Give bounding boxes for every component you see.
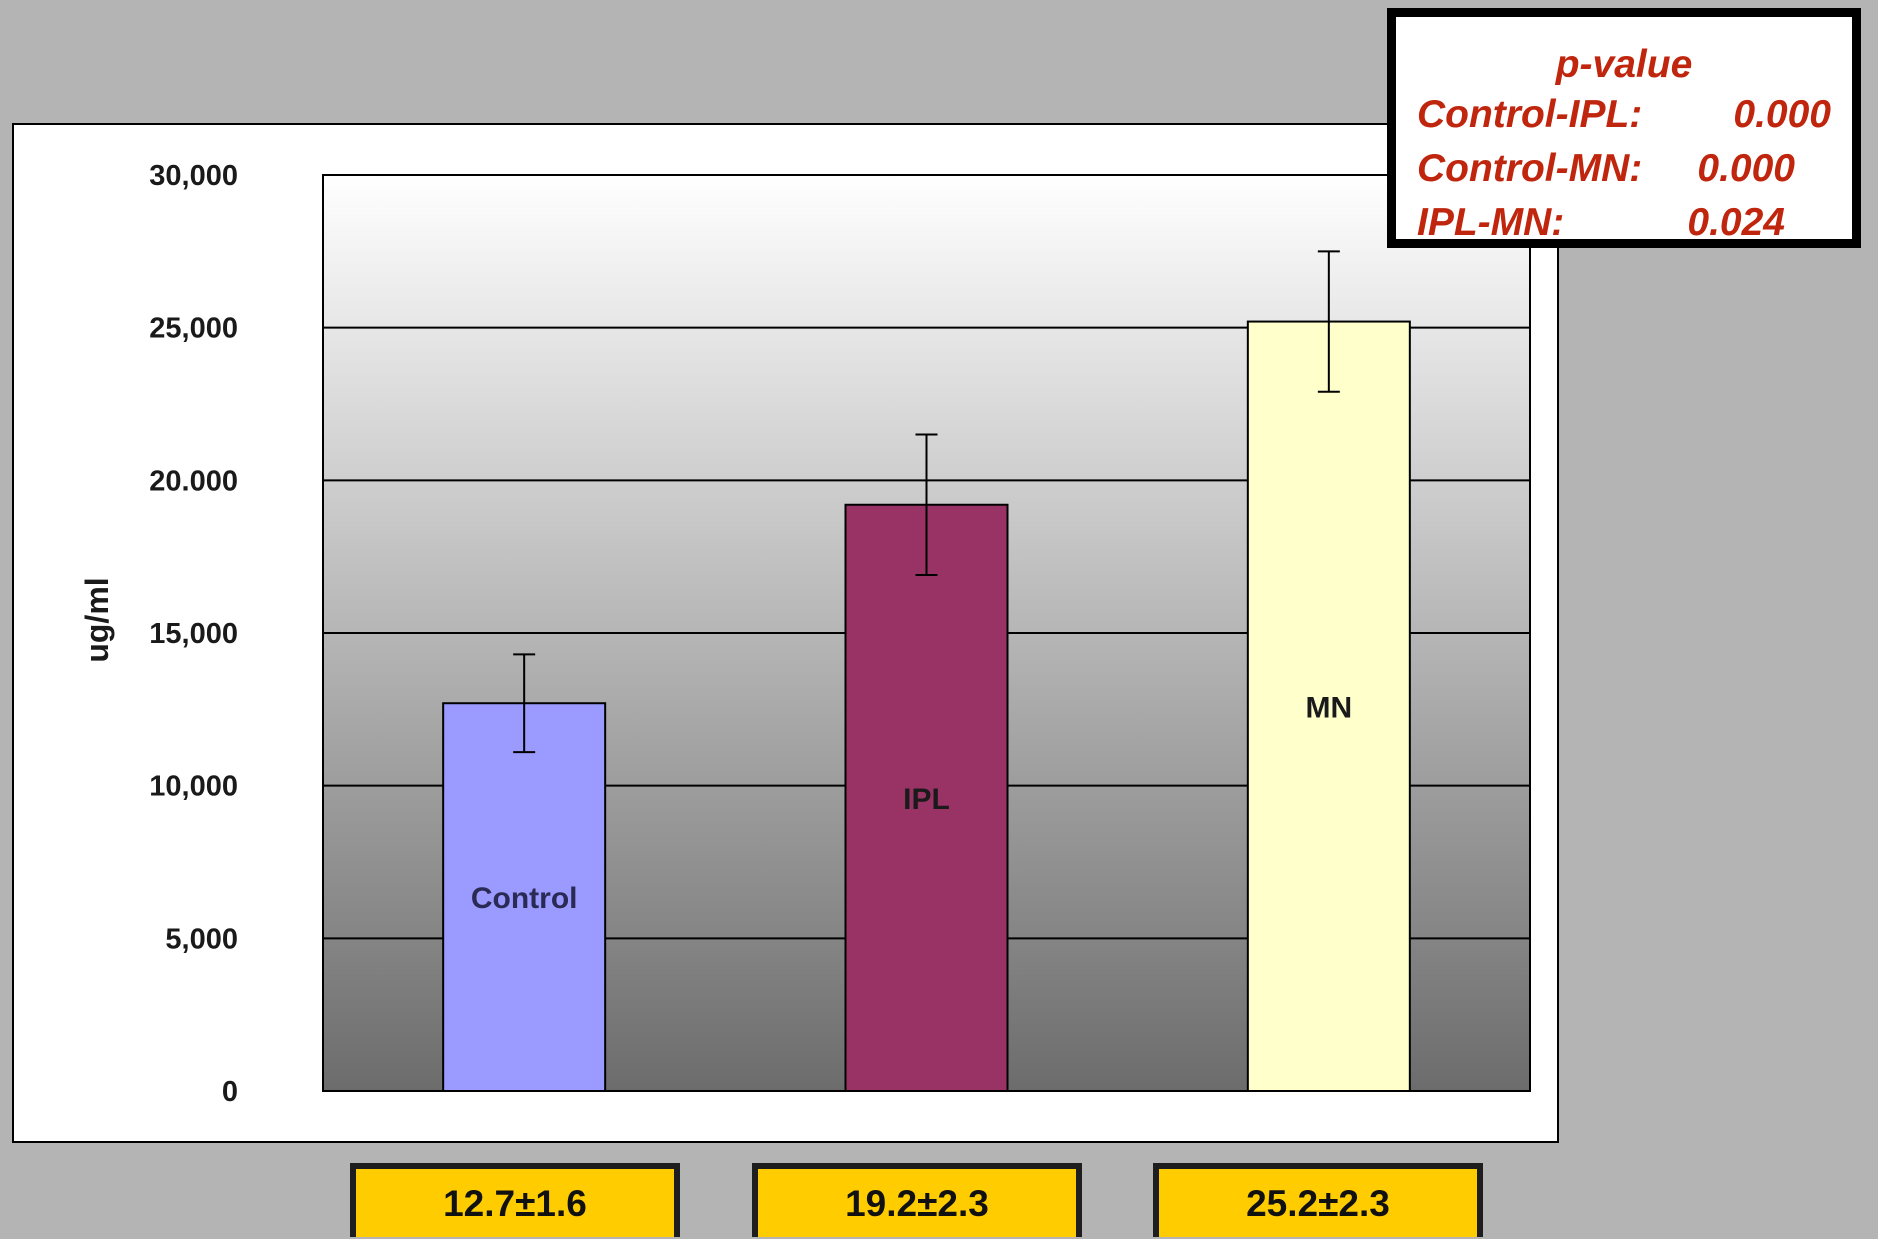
p-value-row-ipl-mn: IPL-MN: 0.024 bbox=[1417, 201, 1831, 247]
p-value-number: 0.024 bbox=[1687, 201, 1785, 244]
p-value-row-control-mn: Control-MN: 0.000 bbox=[1417, 147, 1831, 193]
y-tick-label: 25,000 bbox=[149, 313, 238, 345]
p-value-number: 0.000 bbox=[1697, 147, 1795, 190]
y-axis-label: ug/ml bbox=[79, 577, 115, 662]
bar-label: Control bbox=[471, 882, 578, 915]
p-value-label: Control-IPL: bbox=[1417, 93, 1643, 136]
bar-label: MN bbox=[1306, 691, 1353, 724]
p-value-label: IPL-MN: bbox=[1417, 201, 1565, 244]
y-tick-label: 20.000 bbox=[149, 465, 238, 497]
y-tick-label: 5,000 bbox=[165, 923, 238, 955]
p-value-title: p-value bbox=[1555, 43, 1693, 86]
y-tick-label: 15,000 bbox=[149, 618, 238, 650]
value-box-ipl: 19.2±2.3 bbox=[752, 1163, 1082, 1237]
bar-ipl bbox=[844, 503, 1009, 1092]
value-box-control: 12.7±1.6 bbox=[350, 1163, 680, 1237]
value-box-mn: 25.2±2.3 bbox=[1153, 1163, 1483, 1237]
y-tick-label: 10,000 bbox=[149, 771, 238, 803]
bar-mn bbox=[1246, 320, 1411, 1092]
p-value-number: 0.000 bbox=[1733, 93, 1831, 136]
bar-label: IPL bbox=[903, 783, 950, 816]
p-value-row-control-ipl: Control-IPL: 0.000 bbox=[1417, 93, 1831, 139]
p-value-box: p-value Control-IPL: 0.000 Control-MN: 0… bbox=[1387, 8, 1861, 248]
y-tick-label: 0 bbox=[222, 1076, 238, 1108]
p-value-label: Control-MN: bbox=[1417, 147, 1643, 190]
y-tick-label: 30,000 bbox=[149, 160, 238, 192]
